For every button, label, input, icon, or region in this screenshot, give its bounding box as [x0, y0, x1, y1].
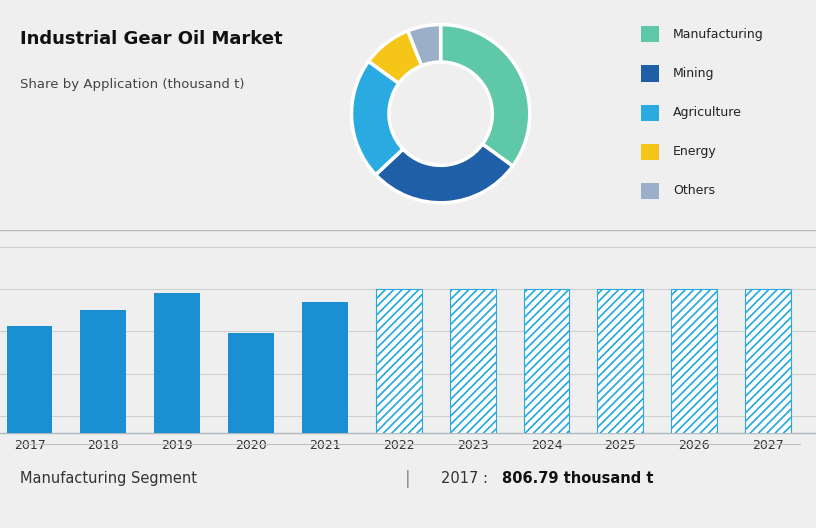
- Text: Industrial Gear Oil Market: Industrial Gear Oil Market: [20, 30, 283, 48]
- Bar: [450, 289, 495, 528]
- FancyBboxPatch shape: [641, 105, 659, 120]
- Bar: [154, 293, 200, 528]
- FancyBboxPatch shape: [641, 65, 659, 81]
- FancyBboxPatch shape: [641, 183, 659, 199]
- Bar: [745, 289, 791, 528]
- Bar: [376, 289, 422, 528]
- Bar: [228, 333, 274, 528]
- Text: 806.79 thousand t: 806.79 thousand t: [502, 471, 654, 486]
- Text: Manufacturing Segment: Manufacturing Segment: [20, 471, 197, 486]
- Text: 2017 :: 2017 :: [441, 471, 492, 486]
- Bar: [302, 301, 348, 528]
- Bar: [672, 289, 717, 528]
- Bar: [524, 289, 570, 528]
- Bar: [7, 326, 52, 528]
- Bar: [376, 289, 422, 528]
- Bar: [81, 310, 126, 528]
- Bar: [597, 289, 643, 528]
- Bar: [524, 289, 570, 528]
- Text: Manufacturing: Manufacturing: [673, 28, 764, 41]
- Text: Others: Others: [673, 184, 715, 197]
- Text: Mining: Mining: [673, 67, 715, 80]
- Text: Agriculture: Agriculture: [673, 106, 742, 119]
- Text: |: |: [406, 469, 410, 487]
- FancyBboxPatch shape: [641, 26, 659, 42]
- Bar: [745, 289, 791, 528]
- Text: Energy: Energy: [673, 145, 717, 158]
- Bar: [597, 289, 643, 528]
- Text: Share by Application (thousand t): Share by Application (thousand t): [20, 78, 245, 91]
- Bar: [450, 289, 495, 528]
- Bar: [672, 289, 717, 528]
- FancyBboxPatch shape: [641, 144, 659, 159]
